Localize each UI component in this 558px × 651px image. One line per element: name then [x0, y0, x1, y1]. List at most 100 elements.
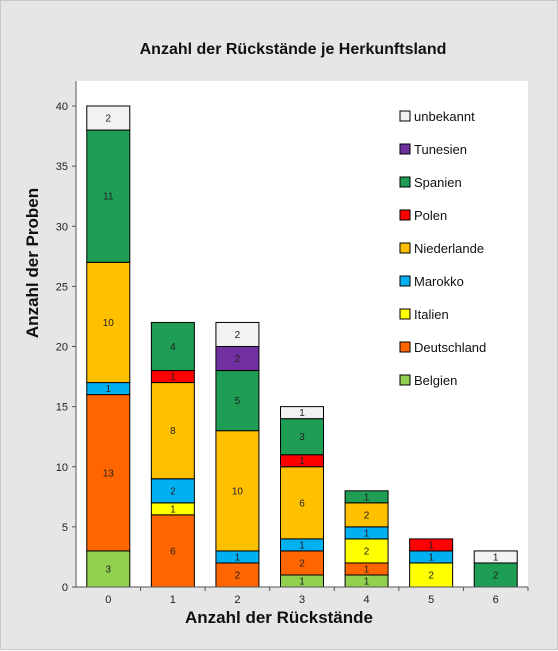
bar-segment: [215, 430, 260, 552]
legend-swatch: [399, 110, 411, 122]
bar-segment: [344, 490, 389, 504]
bar-segment: [86, 129, 131, 263]
x-axis-label: Anzahl der Rückstände: [185, 608, 373, 627]
legend-label: Deutschland: [414, 340, 486, 355]
segment-value-label: 2: [299, 558, 305, 569]
x-tick-label: 0: [105, 594, 111, 606]
bar-segment: [280, 418, 324, 456]
segment-value-label: 1: [299, 408, 305, 419]
bar-segment: [215, 562, 260, 588]
segment-value-label: 5: [235, 396, 241, 407]
legend-label: Polen: [414, 208, 447, 223]
segment-value-label: 1: [299, 456, 305, 467]
y-axis-label: Anzahl der Proben: [23, 188, 42, 338]
bar-segment: [86, 394, 131, 552]
y-tick-label: 25: [56, 281, 68, 293]
legend-swatch: [399, 308, 411, 320]
segment-value-label: 8: [170, 426, 176, 437]
segment-value-label: 1: [364, 492, 370, 503]
legend-label: Niederlande: [414, 241, 484, 256]
segment-value-label: 2: [493, 570, 499, 581]
legend-label: Marokko: [414, 274, 464, 289]
bar-segment: [409, 562, 454, 588]
segment-value-label: 1: [364, 528, 370, 539]
segment-value-label: 1: [235, 552, 241, 563]
segment-value-label: 1: [299, 576, 305, 587]
y-axis-ticks: 0 5 10 15 20 25 30 35 40: [56, 101, 76, 594]
legend-label: Tunesien: [414, 142, 467, 157]
segment-value-label: 1: [364, 576, 370, 587]
segment-value-label: 2: [428, 570, 434, 581]
x-tick-label: 3: [299, 594, 305, 606]
bar-segment: [215, 370, 260, 432]
legend-label: Belgien: [414, 373, 457, 388]
bar-segment: [215, 321, 260, 348]
bar-segment: [150, 478, 195, 504]
segment-value-label: 2: [106, 114, 112, 125]
chart-title: Anzahl der Rückstände je Herkunftsland: [140, 41, 447, 58]
bar-segment: [215, 346, 260, 372]
legend-swatch: [399, 143, 411, 155]
bar-segment: [409, 538, 454, 552]
segment-value-label: 6: [170, 546, 176, 557]
segment-value-label: 3: [106, 564, 112, 575]
segment-value-label: 2: [235, 570, 241, 581]
y-tick-label: 0: [62, 582, 68, 594]
y-tick-label: 5: [62, 522, 68, 534]
segment-value-label: 1: [428, 552, 434, 563]
bar-segment: [86, 105, 131, 131]
bar-segment: [473, 550, 518, 564]
bar-segment: [86, 261, 131, 384]
x-axis-ticks: 0 1 2 3 4 5 6: [105, 587, 529, 606]
x-tick-label: 5: [428, 594, 434, 606]
bar-segment: [280, 406, 324, 420]
x-tick-label: 4: [364, 594, 370, 606]
legend-swatch: [399, 341, 411, 353]
bar-segment: [150, 321, 195, 372]
bar-segment: [280, 466, 324, 540]
legend: unbekannt Tunesien Spanien Polen Niederlande…: [399, 109, 486, 388]
segment-value-label: 10: [103, 318, 115, 329]
segment-value-label: 1: [364, 564, 370, 575]
segment-value-label: 1: [493, 552, 499, 563]
y-tick-label: 10: [56, 462, 68, 474]
segment-value-label: 4: [170, 342, 176, 353]
segment-value-label: 2: [364, 546, 370, 557]
x-tick-label: 1: [170, 594, 176, 606]
segment-value-label: 1: [170, 372, 176, 383]
legend-label: unbekannt: [414, 109, 475, 124]
y-tick-label: 15: [56, 402, 68, 414]
segment-value-label: 13: [103, 468, 115, 479]
y-tick-label: 40: [56, 101, 68, 113]
segment-value-label: 3: [299, 432, 305, 443]
y-tick-label: 35: [56, 161, 68, 173]
segment-value-label: 1: [299, 540, 305, 551]
legend-swatch: [399, 242, 411, 254]
segment-value-label: 2: [364, 510, 370, 521]
legend-swatch: [399, 275, 411, 287]
bar-segment: [150, 382, 195, 480]
legend-label: Spanien: [414, 175, 462, 190]
segment-value-label: 2: [170, 486, 176, 497]
x-tick-label: 6: [493, 594, 499, 606]
legend-label: Italien: [414, 307, 449, 322]
bar-segment: [344, 502, 389, 528]
segment-value-label: 1: [170, 504, 176, 515]
segment-value-label: 10: [232, 486, 244, 497]
x-tick-label: 2: [234, 594, 240, 606]
y-tick-label: 20: [56, 342, 68, 354]
segment-value-label: 6: [299, 498, 305, 509]
legend-swatch: [399, 176, 411, 188]
segment-value-label: 1: [428, 540, 434, 551]
segment-value-label: 1: [106, 384, 112, 395]
legend-swatch: [399, 209, 411, 221]
bar-segment: [86, 550, 131, 588]
segment-value-label: 2: [235, 354, 241, 365]
segment-value-label: 2: [235, 330, 241, 341]
segment-value-label: 11: [103, 192, 114, 203]
legend-swatch: [399, 374, 411, 386]
y-tick-label: 30: [56, 221, 68, 233]
